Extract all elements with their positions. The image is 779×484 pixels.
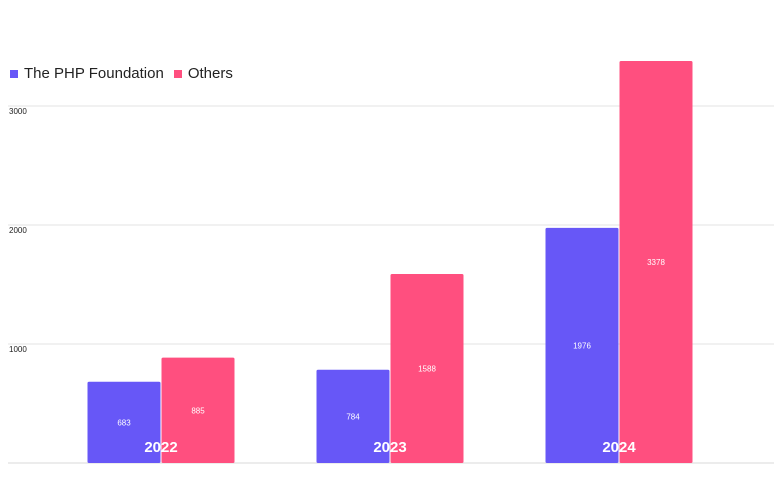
legend-item-php-foundation: The PHP Foundation bbox=[10, 65, 164, 82]
x-tick-label-2023: 2023 bbox=[373, 439, 406, 456]
bar-others-2023 bbox=[390, 274, 464, 463]
legend-swatch-php-foundation bbox=[10, 69, 18, 78]
data-label-php-foundation-2022: 683 bbox=[117, 418, 131, 427]
legend-swatch-others bbox=[173, 69, 182, 78]
data-label-php-foundation-2023: 784 bbox=[346, 412, 360, 421]
bar-php-foundation-2023 bbox=[316, 369, 390, 463]
bar-php-foundation-2024 bbox=[545, 227, 619, 463]
x-tick-label-2024: 2024 bbox=[602, 439, 636, 456]
y-tick-label-1000: 1000 bbox=[9, 345, 27, 354]
legend-label-others: Others bbox=[187, 65, 233, 82]
y-tick-label-3000: 3000 bbox=[9, 107, 27, 116]
legend-item-others: Others bbox=[173, 65, 233, 82]
data-label-others-2023: 1588 bbox=[418, 365, 436, 374]
bar-others-2022 bbox=[161, 357, 235, 463]
data-label-others-2022: 885 bbox=[191, 406, 205, 415]
data-label-php-foundation-2024: 1976 bbox=[573, 341, 591, 350]
data-label-others-2024: 3378 bbox=[647, 258, 665, 267]
legend: The PHP Foundation Others bbox=[10, 65, 243, 82]
bar-others-2024 bbox=[619, 61, 693, 463]
legend-label-php-foundation: The PHP Foundation bbox=[24, 65, 164, 82]
x-tick-label-2022: 2022 bbox=[144, 439, 177, 456]
y-tick-label-2000: 2000 bbox=[9, 226, 27, 235]
bar-php-foundation-2022 bbox=[87, 381, 161, 463]
